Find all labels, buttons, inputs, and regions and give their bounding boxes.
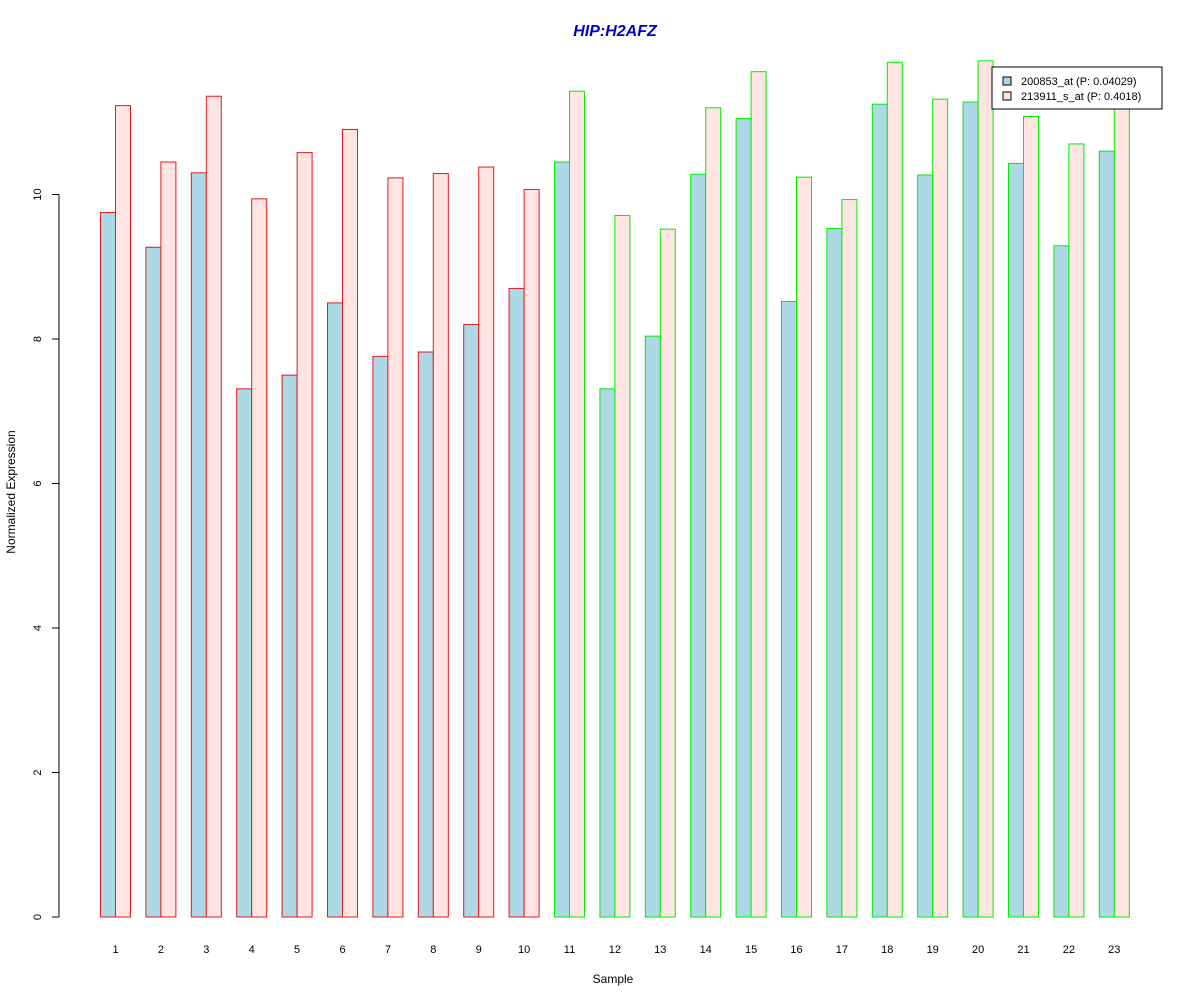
bar-sample-16-series-1 bbox=[781, 300, 797, 918]
bar-sample-6-series-1 bbox=[327, 302, 343, 918]
y-tick-label: 8 bbox=[32, 336, 44, 342]
bar-sample-3-series-1 bbox=[190, 172, 207, 918]
bar-sample-21-series-2 bbox=[1023, 115, 1039, 918]
x-tick-label: 21 bbox=[1017, 944, 1029, 956]
bar-sample-14-series-2 bbox=[705, 107, 722, 918]
x-tick-label: 23 bbox=[1108, 944, 1120, 956]
legend-swatch-series-2 bbox=[1002, 91, 1012, 101]
bar-sample-15-series-1 bbox=[735, 118, 752, 918]
bar-sample-13-series-1 bbox=[644, 335, 661, 918]
bar-sample-5-series-2 bbox=[296, 152, 313, 918]
bar-sample-23-series-2 bbox=[1113, 107, 1130, 918]
legend: 200853_at (P: 0.04029) 213911_s_at (P: 0… bbox=[991, 66, 1163, 110]
bar-sample-19-series-2 bbox=[932, 98, 949, 918]
bar-sample-21-series-1 bbox=[1008, 162, 1024, 918]
bar-sample-9-series-2 bbox=[478, 166, 495, 918]
bar-sample-16-series-2 bbox=[796, 176, 812, 918]
bar-sample-7-series-2 bbox=[387, 177, 404, 918]
legend-label-series-1: 200853_at (P: 0.04029) bbox=[1021, 76, 1137, 88]
x-tick-label: 2 bbox=[158, 944, 164, 956]
bar-sample-17-series-2 bbox=[841, 199, 858, 918]
legend-label-series-2: 213911_s_at (P: 0.4018) bbox=[1021, 91, 1141, 103]
x-axis-label: Sample bbox=[593, 972, 634, 986]
x-tick-label: 5 bbox=[294, 944, 300, 956]
bar-sample-23-series-1 bbox=[1098, 150, 1115, 918]
bar-sample-2-series-2 bbox=[160, 161, 177, 918]
y-tick-label: 0 bbox=[32, 914, 44, 920]
bar-sample-3-series-2 bbox=[205, 95, 222, 918]
x-tick-label: 18 bbox=[881, 944, 893, 956]
x-tick-label: 12 bbox=[609, 944, 621, 956]
bar-sample-17-series-1 bbox=[826, 227, 843, 918]
bar-sample-8-series-1 bbox=[417, 351, 434, 918]
bar-sample-2-series-1 bbox=[145, 246, 162, 918]
x-tick-label: 15 bbox=[745, 944, 757, 956]
bar-sample-7-series-1 bbox=[372, 355, 389, 918]
x-tick-label: 11 bbox=[564, 944, 575, 956]
bar-sample-8-series-2 bbox=[432, 173, 449, 918]
bar-sample-5-series-1 bbox=[281, 374, 298, 918]
bar-sample-12-series-1 bbox=[599, 388, 616, 918]
legend-box bbox=[991, 66, 1163, 110]
x-tick-label: 10 bbox=[518, 944, 530, 956]
y-axis-label: Normalized Expression bbox=[4, 430, 18, 553]
x-tick-label: 7 bbox=[385, 944, 391, 956]
bar-sample-14-series-1 bbox=[690, 173, 707, 918]
bar-sample-20-series-1 bbox=[962, 101, 979, 918]
bar-sample-9-series-1 bbox=[463, 324, 480, 918]
y-tick-label: 6 bbox=[32, 480, 44, 486]
bar-sample-15-series-2 bbox=[750, 71, 767, 918]
x-tick-labels: 1 2 3 4 5 6 7 8 9 10 11 12 13 14 15 16 17 18 19 20 21 22 23 bbox=[112, 944, 1120, 956]
bar-sample-4-series-2 bbox=[251, 198, 268, 918]
x-tick-label: 1 bbox=[112, 944, 118, 956]
bar-sample-11-series-1 bbox=[554, 161, 570, 918]
x-tick-label: 8 bbox=[430, 944, 436, 956]
x-tick-label: 17 bbox=[836, 944, 848, 956]
x-tick-label: 19 bbox=[927, 944, 939, 956]
x-tick-label: 16 bbox=[790, 944, 802, 956]
bar-sample-11-series-2 bbox=[569, 90, 585, 918]
bar-sample-10-series-2 bbox=[523, 188, 540, 918]
bar-sample-1-series-1 bbox=[100, 212, 116, 918]
bar-sample-4-series-1 bbox=[236, 388, 253, 918]
bar-sample-22-series-1 bbox=[1053, 245, 1070, 918]
x-tick-label: 3 bbox=[203, 944, 209, 956]
y-tick-label: 4 bbox=[32, 625, 44, 631]
bar-sample-10-series-1 bbox=[508, 287, 525, 918]
x-tick-label: 13 bbox=[654, 944, 666, 956]
y-tick-label: 10 bbox=[32, 188, 44, 200]
bar-sample-22-series-2 bbox=[1068, 143, 1085, 918]
bar-sample-13-series-2 bbox=[659, 228, 676, 918]
x-tick-label: 14 bbox=[700, 944, 712, 956]
x-tick-label: 22 bbox=[1063, 944, 1075, 956]
bar-sample-6-series-2 bbox=[342, 128, 358, 918]
x-tick-label: 9 bbox=[476, 944, 482, 956]
x-tick-label: 4 bbox=[249, 944, 255, 956]
bar-sample-1-series-2 bbox=[115, 105, 131, 918]
x-tick-label: 20 bbox=[972, 944, 984, 956]
bar-sample-18-series-2 bbox=[886, 61, 903, 918]
y-axis: 0 2 4 6 8 10 bbox=[32, 188, 60, 920]
bar-sample-19-series-1 bbox=[917, 174, 934, 918]
chart-title: HIP:H2AFZ bbox=[573, 23, 658, 40]
bar-sample-20-series-2 bbox=[977, 60, 994, 918]
bar-sample-18-series-1 bbox=[871, 103, 888, 918]
bars bbox=[100, 60, 1130, 918]
bar-sample-12-series-2 bbox=[614, 214, 631, 918]
x-tick-label: 6 bbox=[339, 944, 345, 956]
legend-swatch-series-1 bbox=[1002, 76, 1012, 86]
y-tick-label: 2 bbox=[32, 769, 44, 775]
